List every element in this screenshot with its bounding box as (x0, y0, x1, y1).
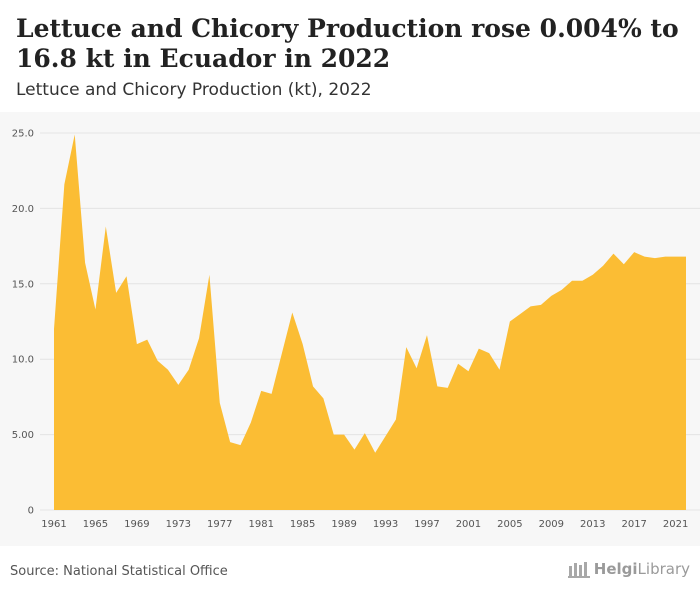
x-tick-label: 1985 (290, 519, 315, 530)
x-tick-label: 1997 (414, 519, 439, 530)
y-tick-label: 20.0 (12, 204, 34, 215)
library-icon (567, 562, 590, 578)
x-tick-label: 1989 (331, 519, 356, 530)
x-tick-label: 1981 (248, 519, 273, 530)
x-tick-label: 1973 (166, 519, 191, 530)
y-tick-label: 25.0 (12, 129, 34, 140)
x-tick-label: 2013 (580, 519, 605, 530)
x-tick-label: 1965 (83, 519, 108, 530)
x-tick-label: 2001 (456, 519, 481, 530)
x-tick-label: 1961 (41, 519, 66, 530)
x-tick-label: 2017 (621, 519, 646, 530)
y-tick-label: 15.0 (12, 279, 34, 290)
x-tick-label: 1969 (124, 519, 149, 530)
x-axis-ticks: 1961 1965 1969 1973 1977 1981 1985 1989 1993 1997… (41, 519, 688, 530)
x-tick-label: 1977 (207, 519, 232, 530)
logo-text: Library (637, 560, 690, 578)
helgi-library-logo[interactable]: HelgiLibrary (567, 560, 690, 578)
source-note: Source: National Statistical Office (10, 564, 228, 579)
y-tick-label: 10.0 (12, 355, 34, 366)
y-axis-ticks: 0 5.00 10.0 15.0 20.0 25.0 (12, 129, 34, 517)
y-tick-label: 5.00 (12, 430, 34, 441)
chart-subtitle: Lettuce and Chicory Production (kt), 202… (16, 80, 372, 100)
logo-text-bold: Helgi (593, 560, 638, 578)
chart-title: Lettuce and Chicory Production rose 0.00… (16, 14, 679, 73)
x-tick-label: 2021 (663, 519, 688, 530)
area-series (54, 134, 686, 510)
x-tick-label: 1993 (373, 519, 398, 530)
y-tick-label: 0 (28, 506, 34, 517)
x-tick-label: 2005 (497, 519, 522, 530)
x-tick-label: 2009 (539, 519, 564, 530)
